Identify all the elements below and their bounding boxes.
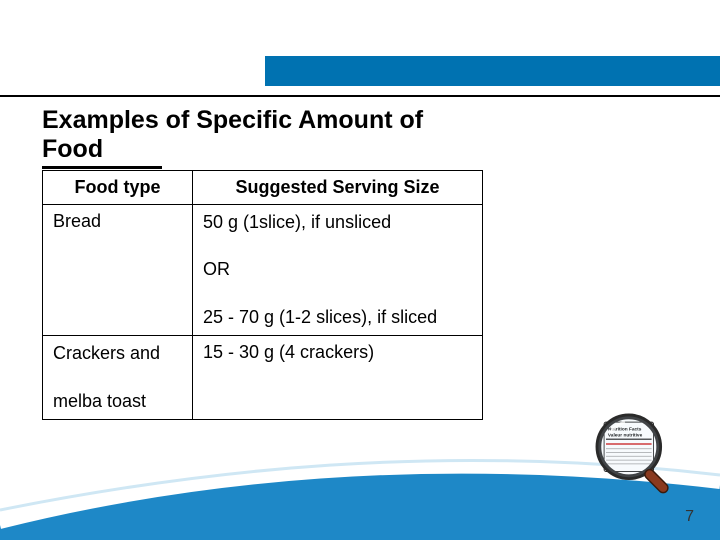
cell-food-type: Crackers and melba toast: [43, 336, 193, 420]
magnifier-icon: Nutrition Facts Valeur nutritive: [587, 405, 682, 500]
serving-or: OR: [203, 258, 472, 281]
col-header-food-type: Food type: [43, 171, 193, 205]
table-row: Bread 50 g (1slice), if unsliced OR 25 -…: [43, 205, 483, 336]
heading-underline: [42, 166, 162, 169]
col-header-serving-size: Suggested Serving Size: [193, 171, 483, 205]
serving-line: 50 g (1slice), if unsliced: [203, 211, 472, 234]
page-number: 7: [685, 508, 694, 526]
food-line: melba toast: [53, 390, 182, 413]
food-line: Crackers and: [53, 342, 182, 365]
table-row: Crackers and melba toast 15 - 30 g (4 cr…: [43, 336, 483, 420]
cell-serving-size: 50 g (1slice), if unsliced OR 25 - 70 g …: [193, 205, 483, 336]
header-accent-bar: [265, 56, 720, 86]
table-header-row: Food type Suggested Serving Size: [43, 171, 483, 205]
cell-food-type: Bread: [43, 205, 193, 336]
food-serving-table: Food type Suggested Serving Size Bread 5…: [42, 170, 483, 420]
page-title: Examples of Specific Amount of Food: [42, 106, 482, 164]
serving-line: 25 - 70 g (1-2 slices), if sliced: [203, 306, 472, 329]
cell-serving-size: 15 - 30 g (4 crackers): [193, 336, 483, 420]
header-rule: [0, 95, 720, 97]
